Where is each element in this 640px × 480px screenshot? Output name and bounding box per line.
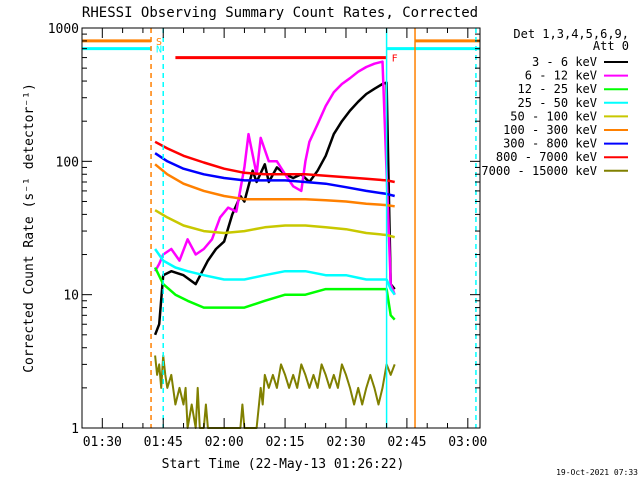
legend-header-line-2: Att 0 [593,39,629,53]
marker-layer [150,28,477,428]
x-tick-label-5: 02:30 [326,435,365,450]
y-tick-label-3: 100 [56,155,79,170]
legend-label-4: 25 - 50 keV [518,96,597,110]
series-line-5 [154,209,396,239]
legend-label-5: 50 - 100 keV [510,109,597,123]
legend-header-line-1: Det 1,3,4,5,6,9, [513,27,629,41]
legend-label-1: 3 - 6 keV [532,55,597,69]
flag-label-s: S [156,37,162,48]
legend-label-3: 12 - 25 keV [518,82,597,96]
series-line-1 [153,81,396,336]
footer-date: 19-Oct-2021 07:33 [556,468,638,477]
y-axis-ticks: 1 10 100 1000 [48,22,480,437]
legend-label-7: 300 - 800 keV [503,137,597,151]
y-axis-label: Corrected Count Rate (s⁻¹ detector⁻¹) [22,83,37,373]
x-tick-label-6: 02:45 [387,435,426,450]
legend-label-6: 100 - 300 keV [503,123,597,137]
series-line-8 [154,140,395,184]
series-line-3 [153,266,396,321]
flag-label-f: F [392,54,398,65]
y-tick-label-4: 1000 [48,22,79,37]
series-layer [153,60,396,429]
x-tick-label-7: 03:00 [448,435,487,450]
chart-title: RHESSI Observing Summary Count Rates, Co… [82,5,478,21]
series-line-7 [154,152,396,198]
x-tick-label-1: 01:30 [83,435,122,450]
x-tick-label-2: 01:45 [144,435,183,450]
series-line-9 [154,354,396,429]
plot-frame [81,27,481,429]
x-axis-ticks: 01:30 01:45 02:00 02:15 02:30 02:45 03:00 [81,28,487,450]
series-line-2 [154,60,396,296]
series-line-4 [154,248,396,296]
x-axis-label: Start Time (22-May-13 01:26:22) [162,457,405,472]
legend-label-2: 6 - 12 keV [525,69,597,83]
legend-label-9: 7000 - 15000 keV [481,164,597,178]
x-tick-label-4: 02:15 [265,435,304,450]
series-line-6 [154,163,395,208]
flag-layer: SN F [82,37,480,65]
y-tick-label-2: 10 [63,289,79,304]
x-tick-label-3: 02:00 [205,435,244,450]
flag-label-n: N [156,45,162,56]
y-tick-label-1: 1 [71,422,79,437]
legend-label-8: 800 - 7000 keV [496,150,597,164]
